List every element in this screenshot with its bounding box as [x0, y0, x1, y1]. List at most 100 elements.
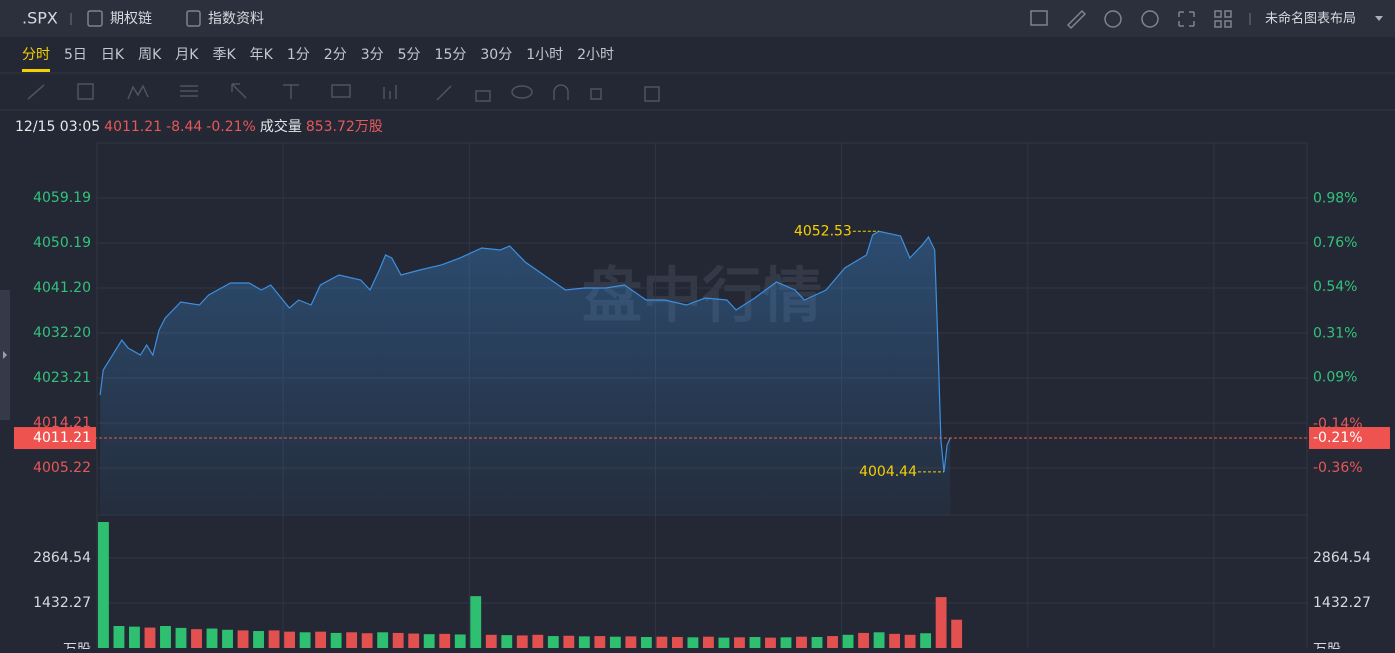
y-tick-label: 4005.22 — [33, 460, 91, 476]
volume-bar — [734, 637, 745, 648]
symbol[interactable]: .SPX — [22, 9, 58, 28]
info-change: -8.44 — [166, 119, 202, 135]
current-pct-box — [1309, 426, 1390, 449]
volume-bar — [671, 637, 683, 648]
volume-bar — [113, 626, 125, 648]
period-tab[interactable]: 30分 — [480, 47, 512, 63]
icon[interactable] — [1214, 10, 1232, 28]
icon[interactable] — [1104, 10, 1122, 28]
period-tab[interactable]: 分时 — [22, 47, 50, 63]
period-tabs: 分时 5日 日K 周K 月K 季K 年K 1分 2分 3分 5分 15分 30分 1小时 2小时 — [22, 47, 614, 72]
layout-name[interactable]: 未命名图表布局 — [1265, 11, 1356, 27]
volume-bar — [501, 635, 513, 648]
tool-icon — [77, 83, 94, 100]
volume-bar — [408, 633, 420, 648]
period-tab[interactable]: 3分 — [361, 47, 384, 63]
volume-bar — [237, 630, 249, 648]
period-tab[interactable]: 2小时 — [577, 47, 614, 63]
period-tab[interactable]: 年K — [250, 47, 274, 63]
index-info-button[interactable]: 指数资料 — [208, 11, 264, 27]
tool-icon — [383, 85, 397, 99]
annotation-label: 4052.53 — [794, 223, 852, 239]
volume-bar — [920, 633, 932, 648]
volume-bar — [889, 633, 901, 648]
period-tab[interactable]: 月K — [175, 47, 199, 63]
tool-icon — [644, 86, 660, 102]
volume-bar — [346, 632, 358, 648]
price-line — [99, 230, 951, 472]
drawing-tools — [27, 83, 660, 102]
info-bar: 12/15 03:05 4011.21 -8.44 -0.21% 成交量 853.72万股 — [15, 118, 383, 135]
period-tab[interactable]: 1分 — [287, 47, 310, 63]
tool-icon — [180, 85, 198, 97]
y2-tick-label: 1432.27 — [1313, 595, 1371, 611]
volume-bar — [640, 637, 652, 648]
y-tick-label: 4041.20 — [33, 280, 91, 296]
volume-bar — [811, 637, 823, 648]
tool-icon — [27, 84, 45, 100]
current-price-label: 4011.21 — [33, 430, 91, 446]
period-tab[interactable]: 15分 — [435, 47, 467, 63]
y-tick-label: 4023.21 — [33, 370, 91, 386]
volume-bar — [160, 626, 171, 648]
icon[interactable] — [1178, 11, 1195, 27]
volume-bar — [392, 632, 404, 648]
icon[interactable] — [1066, 9, 1087, 30]
tool-icon — [475, 90, 491, 102]
period-tab[interactable]: 1小时 — [526, 47, 563, 63]
period-tab[interactable]: 5日 — [64, 47, 87, 63]
icon[interactable] — [1030, 10, 1048, 26]
volume-bar — [749, 637, 761, 648]
info-change-pct: -0.21% — [206, 119, 256, 135]
y2-tick-label: 0.54% — [1313, 279, 1357, 295]
active-underline — [22, 69, 50, 72]
period-bar — [0, 37, 1395, 73]
tool-icon — [436, 85, 452, 101]
volume-bar — [284, 631, 296, 648]
tool-icon — [553, 84, 569, 100]
tool-icon — [331, 84, 351, 98]
sidebar-arrow — [3, 351, 7, 359]
top-bar — [0, 0, 1395, 37]
icon[interactable] — [1141, 10, 1159, 28]
volume-bar — [315, 631, 327, 648]
volume-bar — [175, 627, 187, 648]
period-tab[interactable]: 季K — [212, 47, 236, 63]
current-price-box — [14, 427, 96, 450]
toolbar-icons — [1030, 9, 1251, 30]
volume-bar — [578, 636, 590, 648]
volume-bar — [935, 597, 947, 648]
period-tab[interactable]: 周K — [138, 47, 162, 63]
volume-unit: 万股 — [1313, 642, 1341, 649]
volume-bar — [656, 636, 668, 648]
info-time: 12/15 03:05 — [15, 119, 100, 135]
y2-tick-label: 0.31% — [1313, 325, 1357, 341]
tool-icon — [283, 84, 299, 99]
dropdown-arrow — [1375, 16, 1383, 21]
volume-bar — [191, 629, 202, 648]
period-tab[interactable]: 5分 — [398, 47, 421, 63]
volume-bar — [904, 634, 916, 648]
volume-bar — [780, 637, 792, 648]
period-tab[interactable]: 日K — [101, 47, 125, 63]
volume-bar — [687, 637, 699, 648]
y2-tick-label: -0.36% — [1313, 460, 1363, 476]
info-price: 4011.21 — [104, 119, 162, 135]
y-tick-label: 4032.20 — [33, 325, 91, 341]
info-volume: 853.72万股 — [306, 119, 383, 135]
option-chain-button[interactable]: 期权链 — [110, 11, 152, 27]
y-tick-label: 2864.54 — [33, 550, 91, 566]
volume-bar — [470, 596, 482, 648]
volume-bar — [547, 636, 559, 648]
volume-bar — [253, 631, 264, 648]
option-icon — [87, 10, 103, 27]
tool-icon — [590, 88, 602, 100]
volume-bar — [222, 629, 233, 648]
current-pct-label: -0.21% — [1313, 430, 1363, 446]
volume-bar — [98, 522, 109, 648]
volume-bar — [439, 633, 451, 648]
y2-tick-label: 0.76% — [1313, 235, 1357, 251]
period-tab[interactable]: 2分 — [324, 47, 347, 63]
volume-bar — [858, 632, 869, 648]
